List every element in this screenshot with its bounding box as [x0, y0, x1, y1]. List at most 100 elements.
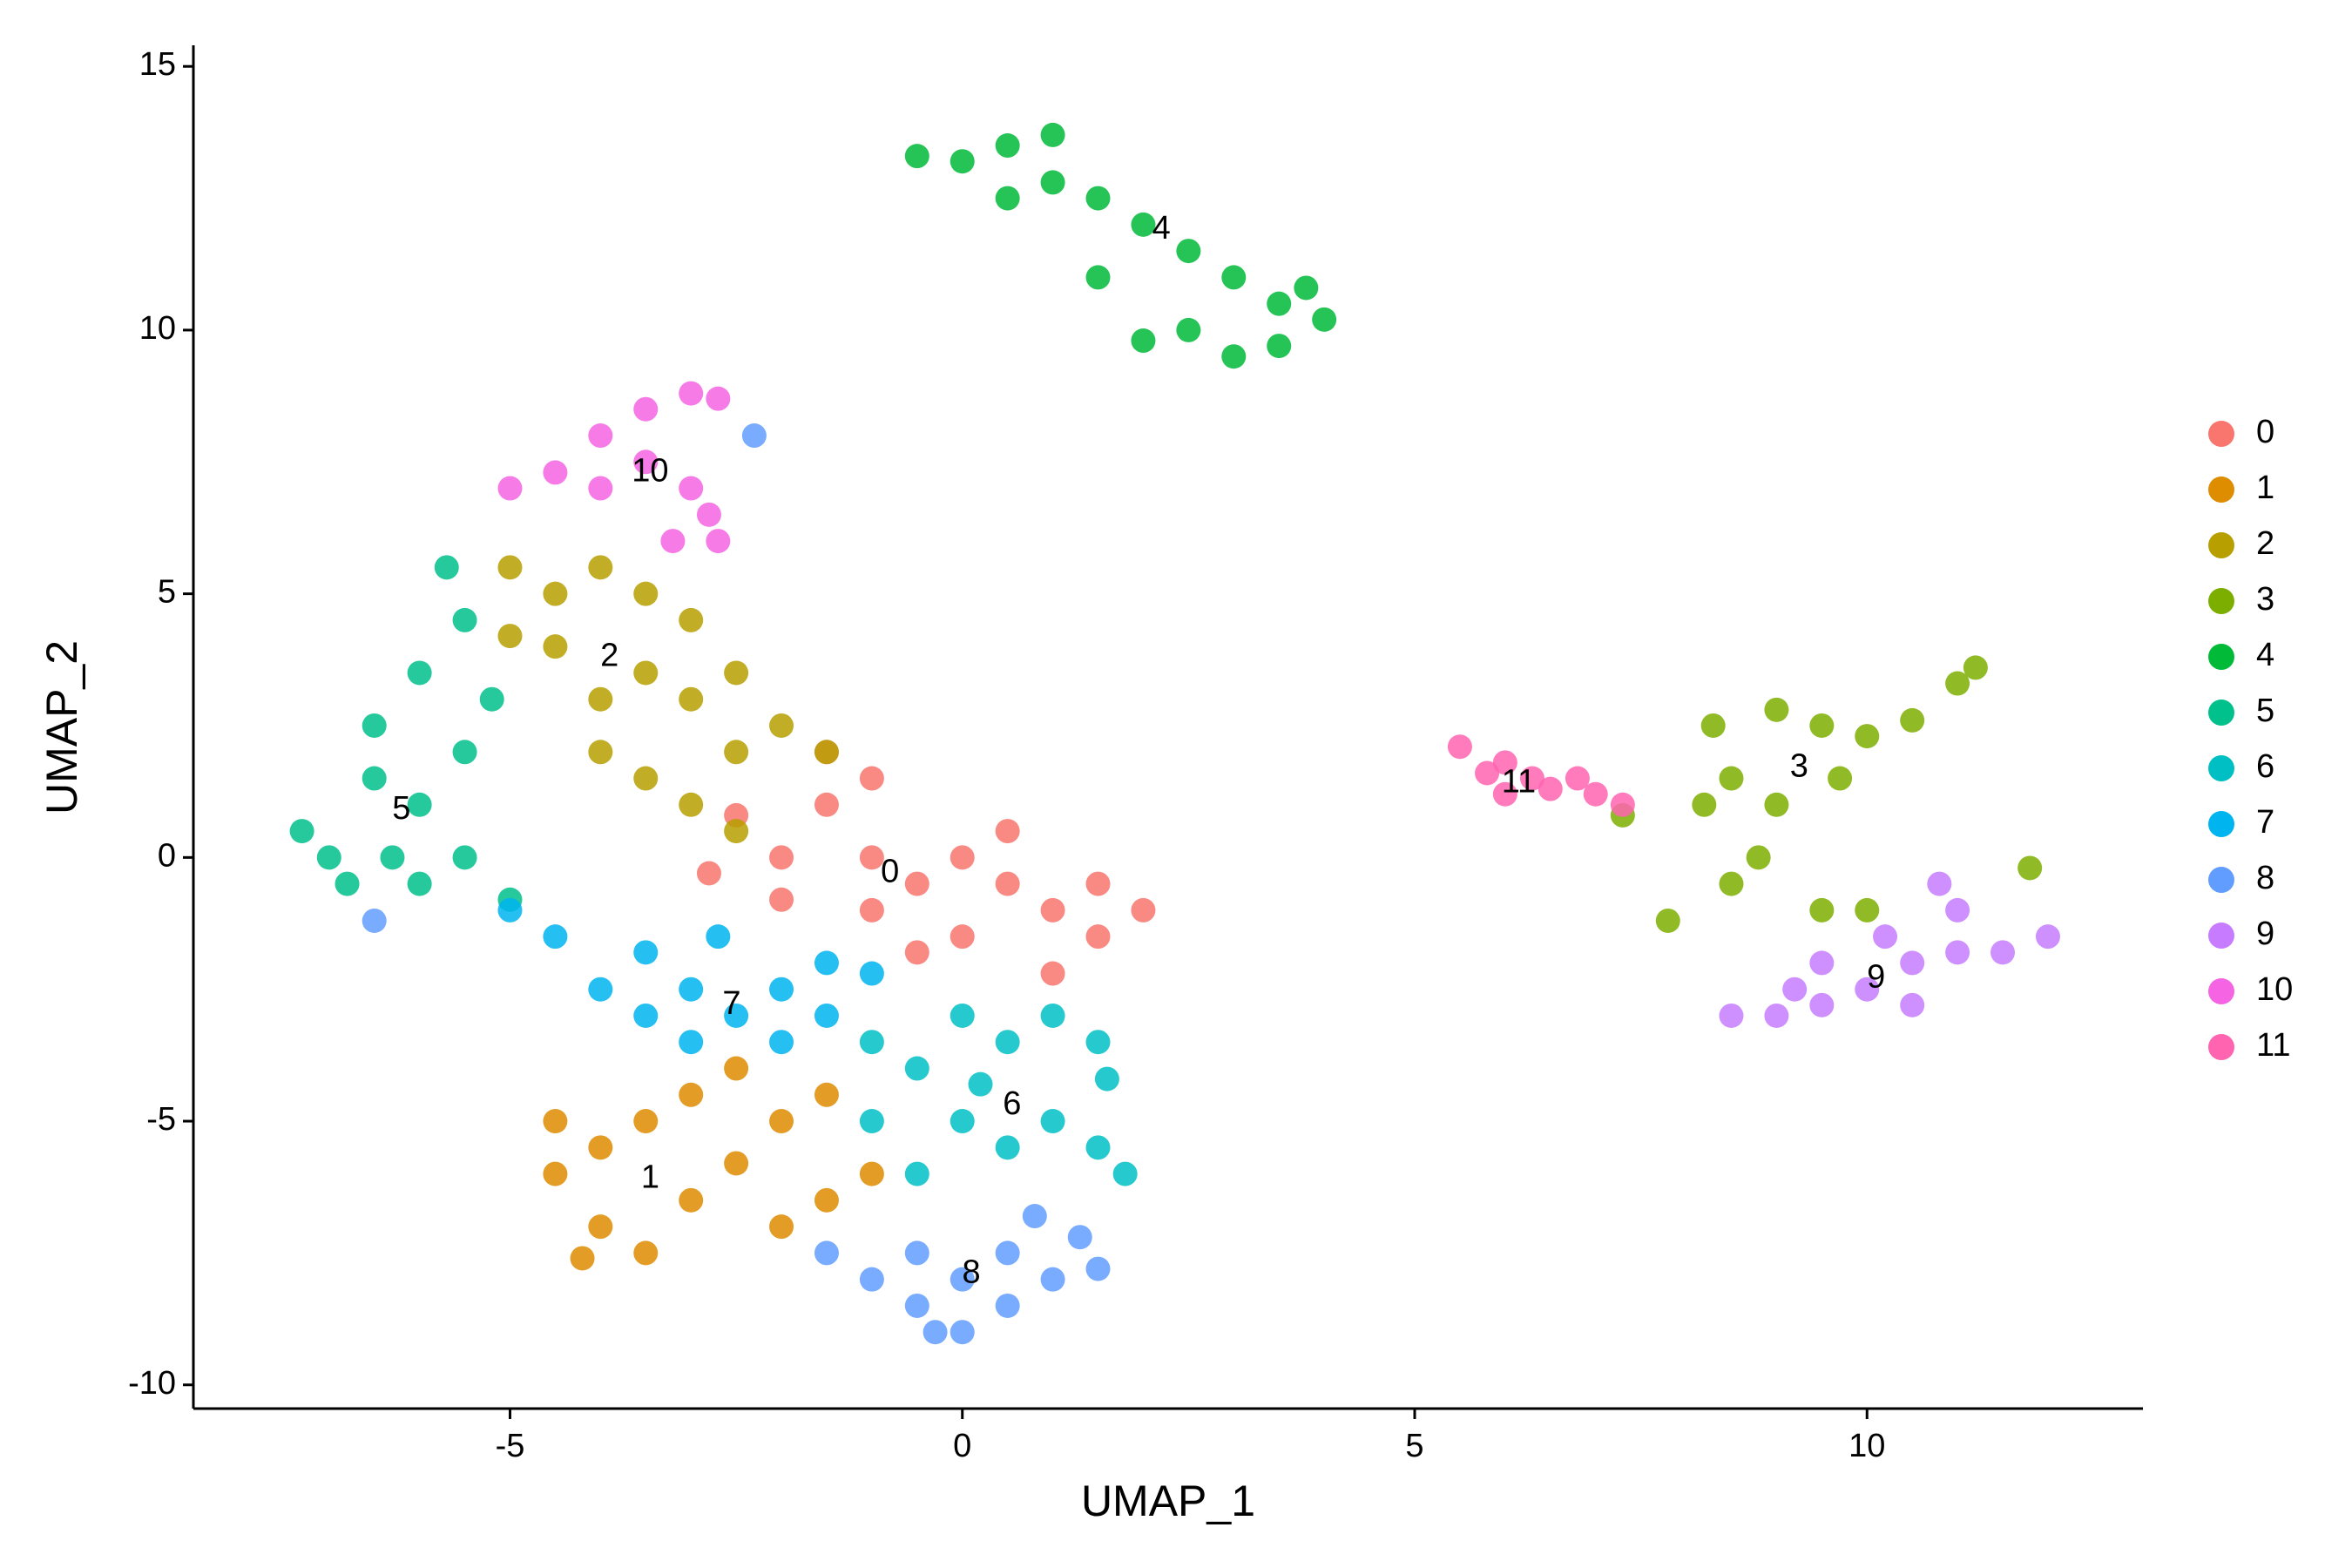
point [1312, 307, 1337, 332]
point [543, 924, 568, 950]
point [633, 940, 659, 965]
cluster-label: 3 [1790, 747, 1808, 784]
point [543, 1109, 568, 1134]
point [950, 924, 975, 950]
point [543, 460, 568, 485]
legend-key [2208, 978, 2234, 1004]
legend-key [2208, 923, 2234, 949]
point [1176, 317, 1201, 342]
legend-key [2208, 700, 2234, 726]
point [679, 977, 704, 1002]
point [362, 766, 387, 791]
point [1267, 291, 1292, 316]
point [570, 1246, 595, 1271]
point [633, 396, 659, 422]
point [588, 476, 613, 501]
x-tick-label: 0 [953, 1428, 971, 1464]
point [1022, 1204, 1047, 1229]
point [1538, 776, 1563, 801]
point [904, 940, 929, 965]
point [1764, 792, 1789, 817]
point [1131, 897, 1156, 923]
point [696, 861, 721, 886]
point [1040, 961, 1065, 986]
point [1610, 792, 1635, 817]
point [859, 1109, 884, 1134]
point [679, 686, 704, 712]
point [769, 845, 794, 870]
point [859, 961, 884, 986]
cluster-label: 4 [1152, 210, 1171, 247]
point [859, 1030, 884, 1055]
point [633, 1003, 659, 1028]
legend-key [2208, 588, 2234, 614]
point [1782, 977, 1808, 1002]
point [633, 449, 659, 475]
point [1900, 950, 1925, 976]
point [904, 144, 929, 169]
point [741, 423, 767, 449]
legend-key [2208, 532, 2234, 558]
point [1719, 766, 1744, 791]
point [995, 1135, 1020, 1160]
point [1692, 792, 1717, 817]
legend-label: 1 [2256, 470, 2274, 506]
point [859, 1267, 884, 1292]
point [1085, 265, 1111, 290]
point [588, 977, 613, 1002]
cluster-label: 8 [963, 1254, 981, 1291]
point [452, 740, 477, 765]
point [497, 476, 523, 501]
point [679, 476, 704, 501]
x-tick-label: 5 [1405, 1428, 1423, 1464]
point [859, 845, 884, 870]
point [543, 634, 568, 659]
point [1085, 924, 1111, 950]
point [1963, 655, 1988, 680]
legend-key [2208, 1034, 2234, 1060]
legend-label: 0 [2256, 414, 2274, 450]
point [696, 502, 721, 527]
point [479, 686, 504, 712]
point [859, 766, 884, 791]
point [769, 977, 794, 1002]
point [2035, 924, 2060, 950]
y-tick-label: 5 [158, 574, 176, 611]
legend-key [2208, 755, 2234, 781]
point [497, 624, 523, 649]
point [1085, 1256, 1111, 1281]
point [1809, 713, 1835, 738]
point [724, 740, 749, 765]
point [1990, 940, 2016, 965]
y-axis-title: UMAP_2 [37, 640, 86, 814]
point [1855, 977, 1880, 1002]
legend-label: 3 [2256, 581, 2274, 618]
point [1447, 734, 1472, 760]
point [724, 1003, 749, 1028]
point [995, 871, 1020, 896]
point [724, 660, 749, 686]
legend-key [2208, 867, 2234, 893]
point [1131, 328, 1156, 354]
legend-label: 4 [2256, 637, 2274, 673]
point [1040, 1267, 1065, 1292]
point [407, 871, 432, 896]
point [2017, 855, 2043, 881]
legend-label: 2 [2256, 525, 2274, 562]
point [1492, 781, 1517, 807]
point [904, 1240, 929, 1266]
point [679, 381, 704, 406]
point [814, 792, 839, 817]
point [633, 581, 659, 606]
point [679, 1187, 704, 1213]
point [588, 1135, 613, 1160]
point [1085, 1030, 1111, 1055]
legend-label: 6 [2256, 748, 2274, 785]
point [706, 924, 731, 950]
point [289, 819, 314, 844]
point [904, 1293, 929, 1318]
point [1764, 697, 1789, 722]
point [1855, 897, 1880, 923]
point [1267, 334, 1292, 359]
